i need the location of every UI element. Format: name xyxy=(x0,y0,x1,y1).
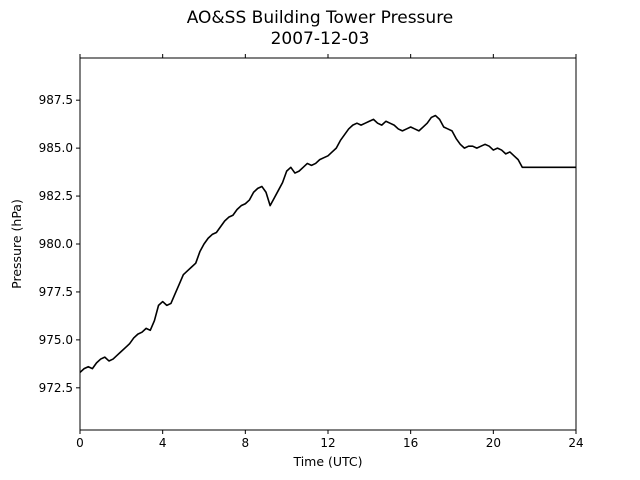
y-tick-label: 980.0 xyxy=(39,237,73,251)
x-axis: 0 4 8 12 16 20 24 xyxy=(76,54,584,450)
y-axis: 972.5 975.0 977.5 980.0 982.5 985.0 987.5 xyxy=(39,93,80,395)
x-tick-label: 0 xyxy=(76,436,84,450)
y-axis-label: Pressure (hPa) xyxy=(9,199,24,289)
x-tick-label: 24 xyxy=(568,436,583,450)
pressure-line xyxy=(79,114,576,374)
chart-subtitle: 2007-12-03 xyxy=(270,29,370,49)
y-tick-label: 972.5 xyxy=(39,381,73,395)
x-tick-label: 8 xyxy=(242,436,250,450)
y-tick-label: 982.5 xyxy=(39,189,73,203)
x-tick-label: 16 xyxy=(403,436,418,450)
x-tick-label: 20 xyxy=(486,436,501,450)
y-tick-label: 977.5 xyxy=(39,285,73,299)
plot-area xyxy=(79,57,577,431)
y-tick-label: 975.0 xyxy=(39,333,73,347)
y-tick-label: 985.0 xyxy=(39,141,73,155)
chart-title: AO&SS Building Tower Pressure xyxy=(186,8,454,28)
x-axis-label: Time (UTC) xyxy=(292,454,362,469)
y-tick-label: 987.5 xyxy=(39,93,73,107)
x-tick-label: 4 xyxy=(159,436,167,450)
x-tick-label: 12 xyxy=(320,436,335,450)
